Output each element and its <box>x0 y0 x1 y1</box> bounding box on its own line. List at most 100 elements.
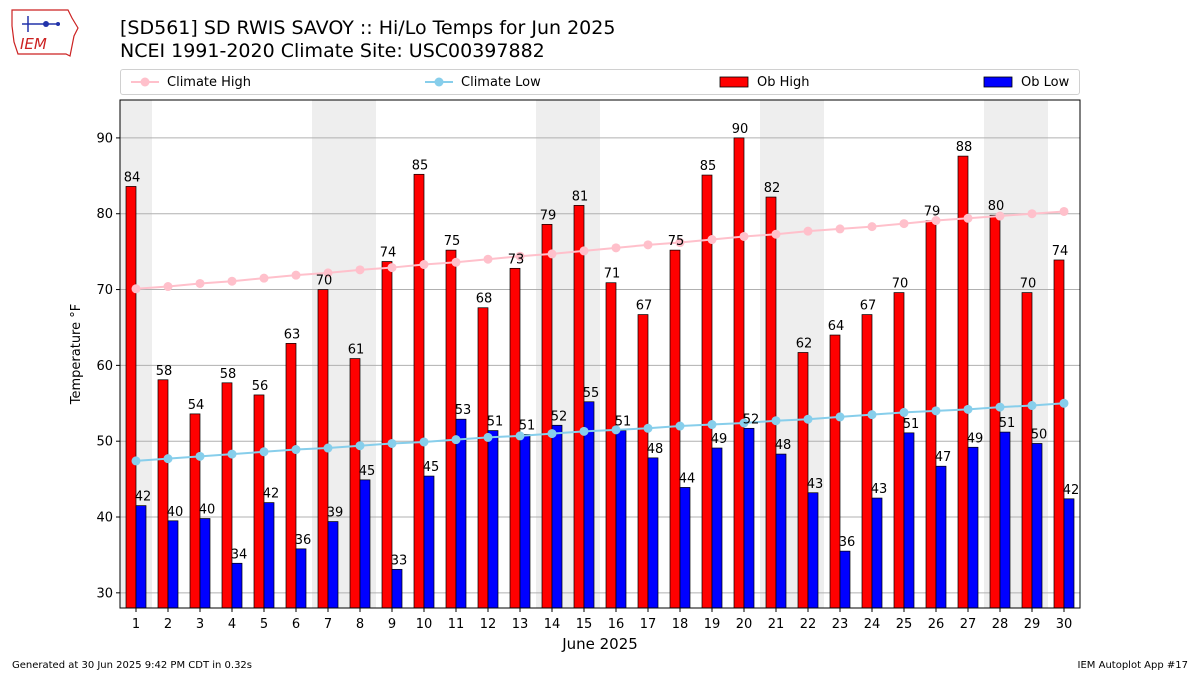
climate-low-point <box>579 426 589 436</box>
ob-low-data-label: 51 <box>519 418 536 433</box>
ob-low-data-label: 48 <box>647 442 664 457</box>
ob-low-bar <box>935 465 947 609</box>
climate-high-point <box>323 268 333 278</box>
legend-label-ob-low: Ob Low <box>1021 74 1070 90</box>
ob-low-bar <box>167 520 179 609</box>
chart-legend: Climate High Climate Low Ob High Ob Low <box>120 69 1080 95</box>
ob-high-bar <box>349 358 361 609</box>
climate-high-point <box>1027 209 1037 219</box>
ob-low-data-label: 43 <box>871 482 888 497</box>
x-tick-label: 22 <box>800 617 817 632</box>
ob-low-data-label: 42 <box>263 487 280 502</box>
climate-low-line <box>135 402 1065 462</box>
ob-low-data-label: 40 <box>199 503 216 518</box>
climate-low-point <box>931 406 941 416</box>
ob-high-bar <box>733 137 745 609</box>
climate-high-point <box>579 246 589 256</box>
climate-low-point <box>739 418 749 428</box>
ob-high-bar <box>573 205 585 609</box>
legend-item-climate-high: Climate High <box>131 70 251 94</box>
x-tick-label: 4 <box>228 617 236 632</box>
climate-high-point <box>131 284 141 294</box>
climate-high-point <box>931 216 941 226</box>
ob-low-data-label: 51 <box>487 415 504 430</box>
ob-low-bar <box>871 497 883 609</box>
climate-high-point <box>355 265 365 275</box>
x-tick-label: 30 <box>1056 617 1073 632</box>
x-tick-label: 17 <box>640 617 657 632</box>
chart-title: [SD561] SD RWIS SAVOY :: Hi/Lo Temps for… <box>120 17 616 39</box>
ob-high-data-label: 67 <box>860 299 877 314</box>
climate-high-point <box>1059 206 1069 216</box>
ob-low-data-label: 34 <box>231 547 248 562</box>
x-tick-label: 8 <box>356 617 364 632</box>
generated-footer: Generated at 30 Jun 2025 9:42 PM CDT in … <box>12 660 253 671</box>
ob-high-swatch-icon <box>719 76 749 88</box>
ob-high-data-label: 80 <box>988 199 1005 214</box>
ob-low-data-label: 36 <box>295 533 312 548</box>
ob-low-bar <box>199 518 211 609</box>
climate-high-point <box>387 263 397 273</box>
ob-high-bar <box>1053 259 1065 609</box>
ob-low-data-label: 45 <box>359 464 376 479</box>
ob-low-bar <box>839 550 851 609</box>
ob-high-data-label: 64 <box>828 319 845 334</box>
climate-low-point <box>611 425 621 435</box>
climate-low-point <box>451 435 461 445</box>
x-tick-label: 3 <box>196 617 204 632</box>
ob-low-data-label: 51 <box>999 416 1016 431</box>
x-tick-label: 24 <box>864 617 881 632</box>
climate-low-point <box>547 429 557 439</box>
x-tick-label: 19 <box>704 617 721 632</box>
climate-high-point <box>451 257 461 267</box>
x-tick-label: 25 <box>896 617 913 632</box>
climate-low-point <box>515 431 525 441</box>
climate-low-point <box>835 412 845 422</box>
climate-low-point <box>707 420 717 430</box>
ob-low-bar <box>1063 498 1075 609</box>
x-tick-label: 20 <box>736 617 753 632</box>
legend-label-climate-high: Climate High <box>167 74 252 90</box>
climate-high-point <box>515 251 525 261</box>
ob-high-bar <box>445 249 457 609</box>
ob-low-bar <box>967 446 979 609</box>
ob-low-data-label: 40 <box>167 505 184 520</box>
ob-high-bar <box>157 379 169 609</box>
x-tick-label: 10 <box>416 617 433 632</box>
ob-low-bar <box>359 479 371 609</box>
climate-low-point <box>675 421 685 431</box>
ob-low-bar <box>391 568 403 609</box>
ob-high-bar <box>829 334 841 609</box>
y-tick-label: 90 <box>96 131 113 146</box>
x-tick-label: 9 <box>388 617 396 632</box>
ob-high-data-label: 90 <box>732 122 749 137</box>
climate-low-point <box>355 441 365 451</box>
ob-high-data-label: 61 <box>348 343 365 358</box>
ob-low-bar <box>231 562 243 609</box>
climate-high-line <box>135 210 1065 290</box>
climate-high-point <box>963 213 973 223</box>
ob-high-data-label: 74 <box>1052 244 1069 259</box>
ob-low-data-label: 42 <box>135 490 152 505</box>
climate-low-point <box>1059 398 1069 408</box>
climate-high-point <box>771 229 781 239</box>
y-tick-label: 40 <box>96 511 113 526</box>
climate-low-point <box>643 423 653 433</box>
climate-low-point <box>1027 401 1037 411</box>
climate-low-point <box>419 437 429 447</box>
ob-low-bar <box>647 457 659 609</box>
ob-low-data-label: 52 <box>743 412 760 427</box>
ob-high-bar <box>957 155 969 609</box>
ob-high-data-label: 54 <box>188 398 205 413</box>
climate-high-point <box>643 240 653 250</box>
ob-low-data-label: 53 <box>455 403 472 418</box>
ob-low-bar <box>807 492 819 609</box>
ob-low-bar <box>711 447 723 609</box>
ob-low-bar <box>423 475 435 609</box>
plot-frame <box>119 99 1081 609</box>
climate-high-point <box>739 231 749 241</box>
climate-high-point <box>419 260 429 270</box>
ob-high-bar <box>605 282 617 609</box>
ob-high-bar <box>413 173 425 609</box>
